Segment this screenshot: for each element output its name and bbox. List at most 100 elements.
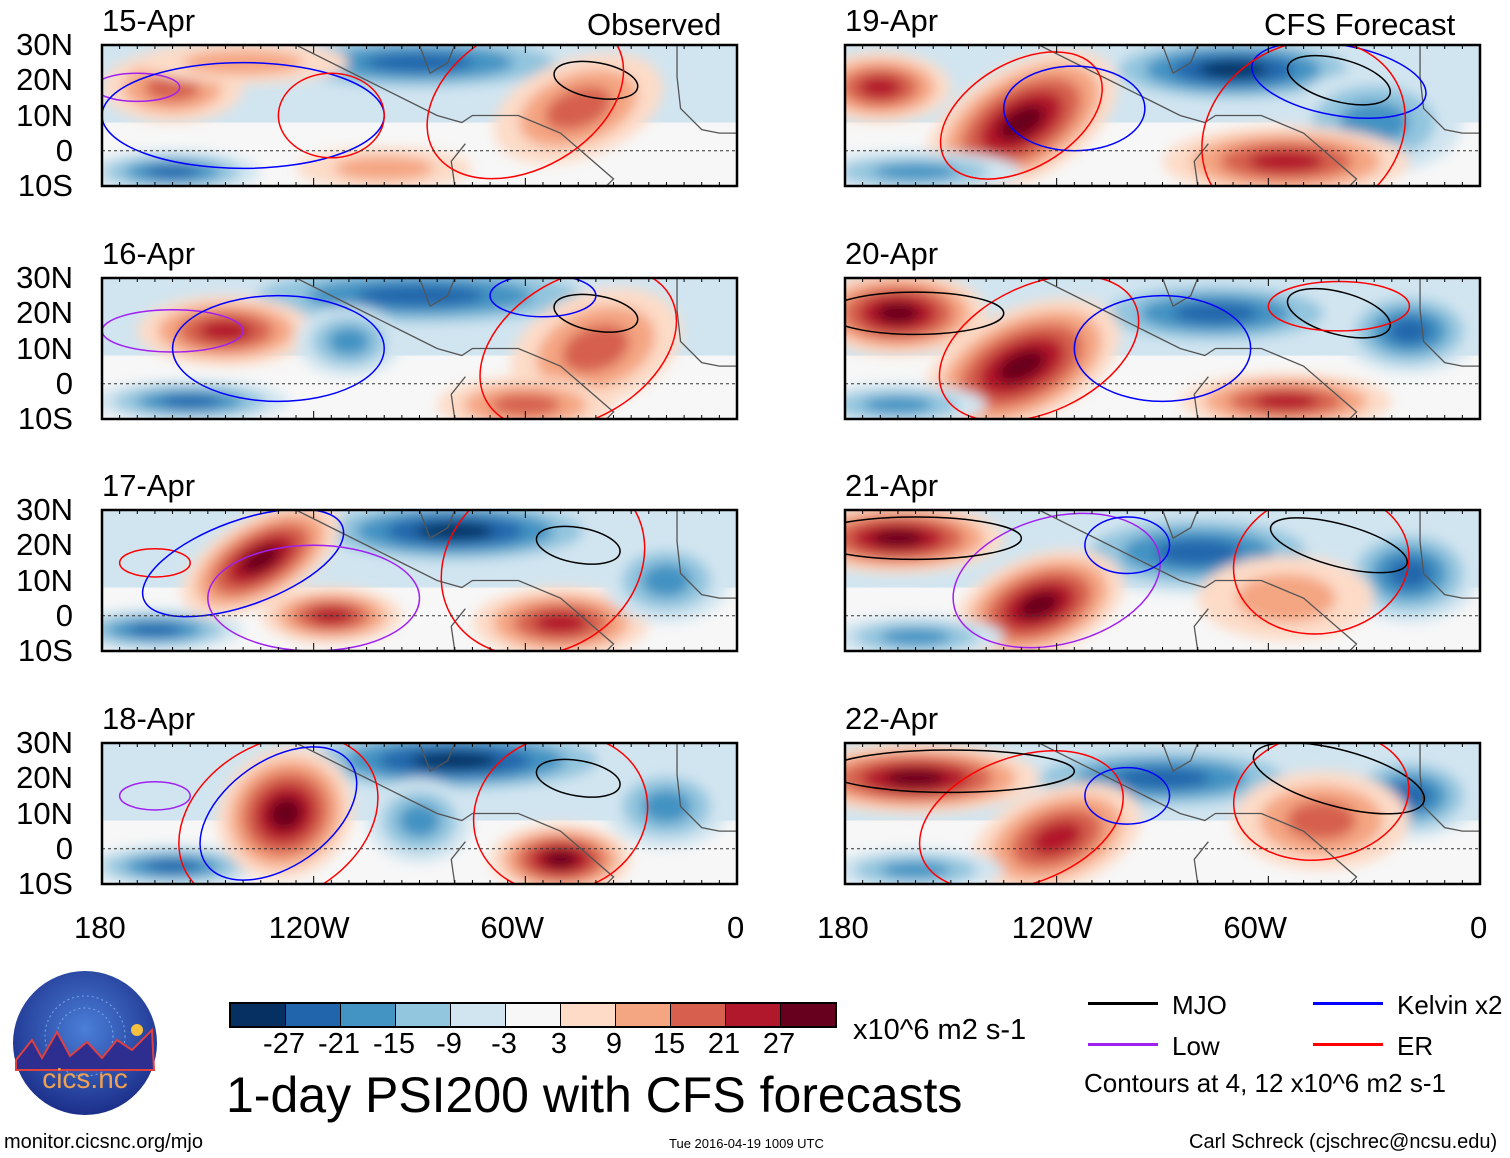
wave-contour: [472, 743, 649, 884]
lat-tick-label: 20N: [16, 760, 73, 796]
colorbar-swatch: [561, 1004, 616, 1026]
positive-anomaly: [997, 104, 1045, 141]
colorbar-swatch: [231, 1004, 286, 1026]
lat-tick-label: 30N: [16, 725, 73, 760]
colorbar-swatch: [341, 1004, 396, 1026]
positive-anomaly: [1286, 801, 1356, 840]
colorbar-tick-label: 27: [762, 1028, 796, 1060]
figure-title: 1-day PSI200 with CFS forecasts: [226, 1067, 963, 1123]
legend-label: Kelvin x2: [1397, 990, 1503, 1020]
positive-anomaly: [997, 349, 1046, 383]
map-panel: [100, 43, 739, 188]
lat-tick-label: 10S: [17, 633, 73, 668]
legend-label: MJO: [1172, 990, 1227, 1020]
wave-contour: [1286, 54, 1392, 106]
colorbar-swatch: [286, 1004, 341, 1026]
colorbar-tick-label: -9: [436, 1028, 462, 1060]
wave-contour: [938, 278, 1140, 419]
map-panel: [843, 741, 1482, 886]
negative-anomaly: [873, 163, 958, 181]
wave-contour: [1201, 45, 1407, 186]
positive-anomaly: [533, 612, 588, 634]
wave-contour: [118, 548, 191, 578]
wave-contour: [199, 746, 358, 881]
negative-anomaly: [411, 751, 499, 770]
coastline: [1038, 510, 1480, 651]
lat-tick-label: 0: [55, 132, 73, 168]
map-panel: [843, 276, 1482, 421]
negative-anomaly: [1172, 302, 1259, 324]
panel-date: 21-Apr: [845, 468, 939, 503]
wave-contour: [535, 758, 621, 798]
wave-contour: [118, 781, 191, 811]
lat-tick-label: 30N: [16, 260, 73, 295]
wave-contour: [1084, 516, 1171, 575]
colorbar-swatch: [506, 1004, 561, 1026]
panel-date: 17-Apr: [102, 468, 196, 503]
colorbar-tick-label: -27: [263, 1028, 305, 1060]
negative-anomaly: [328, 327, 370, 356]
wave-contour: [553, 293, 639, 333]
colorbar-swatch: [451, 1004, 506, 1026]
lat-tick-label: 0: [55, 830, 73, 866]
colorbar-units: x10^6 m2 s-1: [853, 1014, 1027, 1046]
colorbar-swatch: [726, 1004, 781, 1026]
negative-anomaly: [1388, 558, 1431, 589]
footer-url[interactable]: monitor.cicsnc.org/mjo: [4, 1131, 203, 1153]
legend-label: Low: [1172, 1031, 1220, 1061]
wave-contour: [207, 544, 421, 651]
negative-anomaly: [145, 165, 200, 179]
lon-tick-label: 0: [1470, 910, 1488, 945]
panel-date: 22-Apr: [845, 701, 939, 736]
cicsnc-logo: cics.nc: [13, 971, 157, 1115]
panel-date: 19-Apr: [845, 3, 939, 38]
coastline: [1038, 278, 1480, 419]
coastline: [1038, 743, 1480, 884]
lon-tick-label: 180: [74, 910, 126, 945]
wave-contour: [952, 512, 1161, 649]
colorbar-swatch: [671, 1004, 726, 1026]
wave-contour: [1269, 517, 1409, 574]
coastline: [295, 278, 737, 419]
wave-contour: [102, 72, 181, 103]
colorbar-tick-label: 15: [652, 1028, 686, 1060]
positive-anomaly: [490, 393, 561, 417]
negative-anomaly: [145, 859, 200, 873]
negative-anomaly: [880, 861, 951, 879]
colorbar-tick-label: -15: [373, 1028, 415, 1060]
positive-anomaly: [1236, 574, 1336, 623]
negative-anomaly: [160, 394, 221, 408]
map-panel: [843, 508, 1482, 653]
positive-anomaly: [241, 545, 281, 574]
colorbar-swatch: [616, 1004, 671, 1026]
positive-anomaly: [885, 769, 946, 787]
positive-anomaly: [334, 156, 435, 181]
lat-tick-label: 10S: [17, 866, 73, 901]
lat-tick-label: 30N: [16, 27, 73, 62]
panel-date: 20-Apr: [845, 236, 939, 271]
colorbar-swatch: [781, 1004, 835, 1026]
negative-anomaly: [863, 396, 933, 414]
observed-label: Observed: [587, 7, 722, 42]
contour-note: Contours at 4, 12 x10^6 m2 s-1: [1084, 1068, 1446, 1098]
wave-contour: [1252, 743, 1426, 815]
negative-anomaly: [880, 628, 951, 646]
forecast-label: CFS Forecast: [1264, 7, 1456, 42]
wave-contour: [178, 743, 379, 884]
positive-anomaly: [876, 302, 920, 324]
lat-tick-label: 10S: [17, 401, 73, 436]
negative-anomaly: [366, 53, 473, 73]
negative-anomaly: [355, 284, 484, 307]
negative-anomaly: [641, 789, 692, 824]
legend-line-kelvin: [1313, 1002, 1383, 1005]
lat-tick-label: 20N: [16, 527, 73, 563]
colorbar-tick-label: 3: [550, 1028, 568, 1060]
lon-tick-label: 60W: [480, 910, 545, 945]
wave-contour: [535, 525, 621, 565]
negative-anomaly: [641, 563, 692, 598]
negative-anomaly: [128, 623, 182, 637]
lat-tick-label: 10N: [16, 562, 73, 598]
positive-anomaly: [1018, 591, 1060, 619]
wave-contour: [1286, 287, 1392, 339]
